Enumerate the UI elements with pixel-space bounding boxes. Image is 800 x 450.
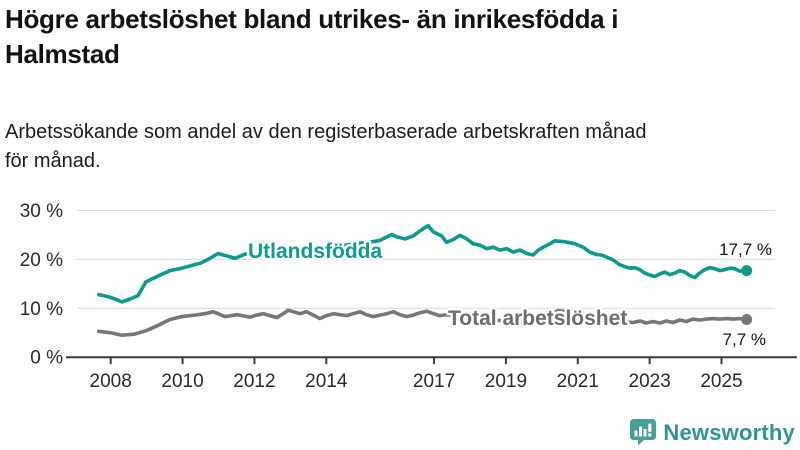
series-lines xyxy=(97,223,753,338)
y-tick-label: 30 % xyxy=(20,201,63,222)
series-end-dot-utlandsfodda xyxy=(741,265,753,277)
series-label: Total arbetslöshet xyxy=(448,307,627,330)
x-tick-label: 2021 xyxy=(557,371,599,392)
y-axis-labels: 0 % 10 % 20 % 30 % xyxy=(20,201,63,369)
x-tick-label: 2023 xyxy=(629,371,671,392)
x-axis: 2008 2010 2012 2014 2017 2019 2021 2023 2025 xyxy=(66,356,797,392)
series-end-dot-total xyxy=(741,314,753,326)
newsworthy-chart-bubble-icon xyxy=(630,419,657,446)
series-labels: Utlandsfödda 17,7 % Total arbetslöshet 7,7 … xyxy=(246,238,774,351)
series-label: Utlandsfödda xyxy=(248,240,382,263)
chart-subtitle: Arbetssökande som andel av den registerb… xyxy=(5,118,785,176)
x-tick-label: 2019 xyxy=(485,371,527,392)
gridlines xyxy=(77,210,775,309)
series-end-value-label: 17,7 % xyxy=(719,240,772,259)
y-tick-label: 10 % xyxy=(20,299,63,320)
chart-title-line-2: Halmstad xyxy=(5,39,120,69)
newsworthy-wordmark: Newsworthy xyxy=(663,419,795,445)
chart-subtitle-line-2: för månad. xyxy=(5,150,101,172)
newsworthy-logo: Newsworthy xyxy=(630,419,795,446)
chart-title-line-1: Högre arbetslöshet bland utrikes- än inr… xyxy=(5,4,619,34)
logo-exclamation-dot xyxy=(648,433,653,437)
y-tick-label: 20 % xyxy=(20,250,63,271)
x-tick-label: 2008 xyxy=(90,371,132,392)
logo-bar-1 xyxy=(634,430,638,437)
x-tick-label: 2025 xyxy=(700,371,742,392)
x-tick-label: 2017 xyxy=(413,371,455,392)
logo-bar-2 xyxy=(639,426,643,437)
series-end-value-label: 7,7 % xyxy=(723,330,766,349)
x-tick-label: 2014 xyxy=(305,371,348,392)
logo-exclamation-bar xyxy=(648,423,652,432)
x-tick-label: 2010 xyxy=(161,371,203,392)
x-tick-label: 2012 xyxy=(233,371,275,392)
logo-bar-3 xyxy=(643,429,647,437)
series-line-utlandsfodda xyxy=(97,223,749,304)
y-tick-label: 0 % xyxy=(30,348,63,369)
chart-title: Högre arbetslöshet bland utrikes- än inr… xyxy=(5,2,775,72)
chart-subtitle-line-1: Arbetssökande som andel av den registerb… xyxy=(5,121,647,143)
series-line-total xyxy=(97,308,749,338)
